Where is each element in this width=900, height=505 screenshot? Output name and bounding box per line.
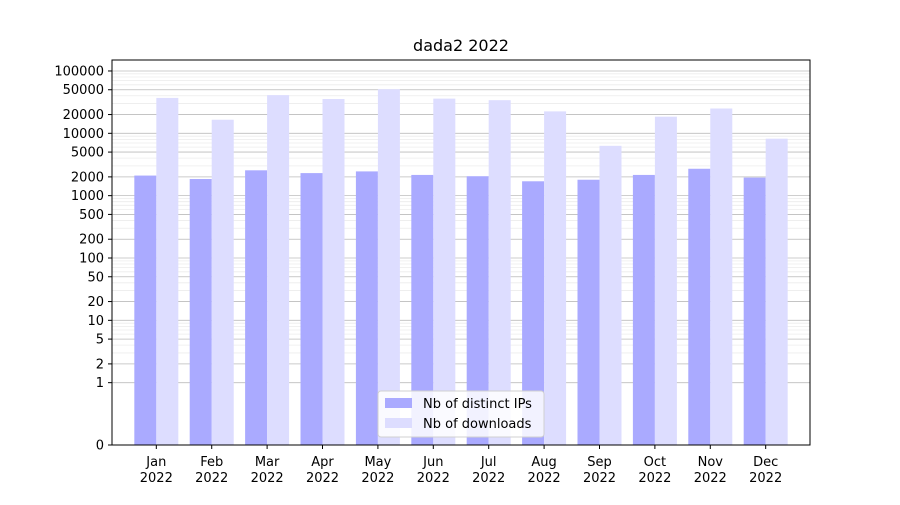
bar-distinct-ips <box>688 168 711 445</box>
legend-label: Nb of downloads <box>423 417 532 432</box>
y-tick-label: 10 <box>87 314 104 329</box>
bar-downloads <box>710 108 733 445</box>
x-tick-label-year: 2022 <box>417 471 450 486</box>
bar-distinct-ips <box>245 170 268 446</box>
x-tick-label-month: Jan <box>145 455 166 470</box>
bar-downloads <box>599 145 622 445</box>
x-axis: Jan2022Feb2022Mar2022Apr2022May2022Jun20… <box>140 445 782 486</box>
bar-downloads <box>654 116 677 446</box>
y-tick-label: 5000 <box>71 146 104 161</box>
y-tick-label: 50000 <box>63 83 104 98</box>
x-tick-label-year: 2022 <box>749 471 782 486</box>
y-tick-label: 10000 <box>63 127 104 142</box>
x-tick-label-month: Nov <box>698 455 724 470</box>
x-tick-label-year: 2022 <box>694 471 727 486</box>
bar-distinct-ips <box>577 179 600 445</box>
legend-swatch <box>385 398 412 408</box>
bar-downloads <box>322 99 345 445</box>
bar-downloads <box>267 95 290 445</box>
chart-title: dada2 2022 <box>413 36 509 55</box>
bar-downloads <box>156 97 179 446</box>
x-tick-label-year: 2022 <box>195 471 228 486</box>
y-axis: 0 1 2 5 10 20 50 100 200 500 1000 2000 5000 10000 2000… <box>54 64 112 454</box>
y-tick-label: 100 <box>79 251 104 266</box>
bar-distinct-ips <box>189 178 212 445</box>
x-tick-label-month: Sep <box>587 455 612 470</box>
x-tick-label-month: Apr <box>311 455 334 470</box>
y-tick-label: 20000 <box>63 108 104 123</box>
bar-downloads <box>544 111 567 445</box>
y-tick-label: 500 <box>79 208 104 223</box>
x-tick-label-year: 2022 <box>472 471 505 486</box>
y-tick-label: 2000 <box>71 170 104 185</box>
y-tick-label: 50 <box>87 270 104 285</box>
x-tick-label-year: 2022 <box>361 471 394 486</box>
y-tick-label: 0 <box>96 439 104 454</box>
x-tick-label-month: Jul <box>480 455 497 470</box>
x-tick-label-month: Oct <box>644 455 666 470</box>
bar-distinct-ips <box>134 175 157 445</box>
bar-downloads <box>433 98 456 446</box>
y-tick-label: 5 <box>96 333 104 348</box>
x-tick-label-month: Dec <box>753 455 778 470</box>
x-tick-label-month: May <box>364 455 391 470</box>
bar-distinct-ips <box>743 177 766 445</box>
x-tick-label-year: 2022 <box>140 471 173 486</box>
legend-label: Nb of distinct IPs <box>423 397 532 412</box>
x-tick-label-month: Jun <box>422 455 443 470</box>
bar-distinct-ips <box>411 174 434 445</box>
legend: Nb of distinct IPs Nb of downloads <box>377 390 545 438</box>
plot-frame <box>111 59 811 446</box>
y-tick-label: 20 <box>87 295 104 310</box>
x-tick-label-year: 2022 <box>583 471 616 486</box>
bar-distinct-ips <box>466 176 489 445</box>
y-tick-label: 1000 <box>71 189 104 204</box>
bar-distinct-ips <box>522 181 545 445</box>
bar-downloads <box>488 100 511 446</box>
bars <box>134 89 788 446</box>
y-tick-label: 1 <box>96 376 104 391</box>
x-tick-label-month: Mar <box>255 455 280 470</box>
legend-swatch <box>385 418 412 428</box>
x-tick-label-year: 2022 <box>251 471 284 486</box>
x-tick-label-month: Aug <box>531 455 556 470</box>
bar-distinct-ips <box>632 174 655 445</box>
bar-distinct-ips <box>355 171 378 445</box>
y-tick-label: 200 <box>79 233 104 248</box>
legend-box <box>377 390 545 438</box>
y-tick-label: 100000 <box>54 64 104 79</box>
bar-downloads <box>765 138 788 445</box>
bar-distinct-ips <box>300 173 323 445</box>
bar-downloads <box>211 119 234 445</box>
x-tick-label-year: 2022 <box>528 471 561 486</box>
bar-downloads <box>377 89 400 446</box>
y-tick-label: 2 <box>96 357 104 372</box>
x-tick-label-year: 2022 <box>638 471 671 486</box>
x-tick-label-year: 2022 <box>306 471 339 486</box>
x-tick-label-month: Feb <box>200 455 223 470</box>
